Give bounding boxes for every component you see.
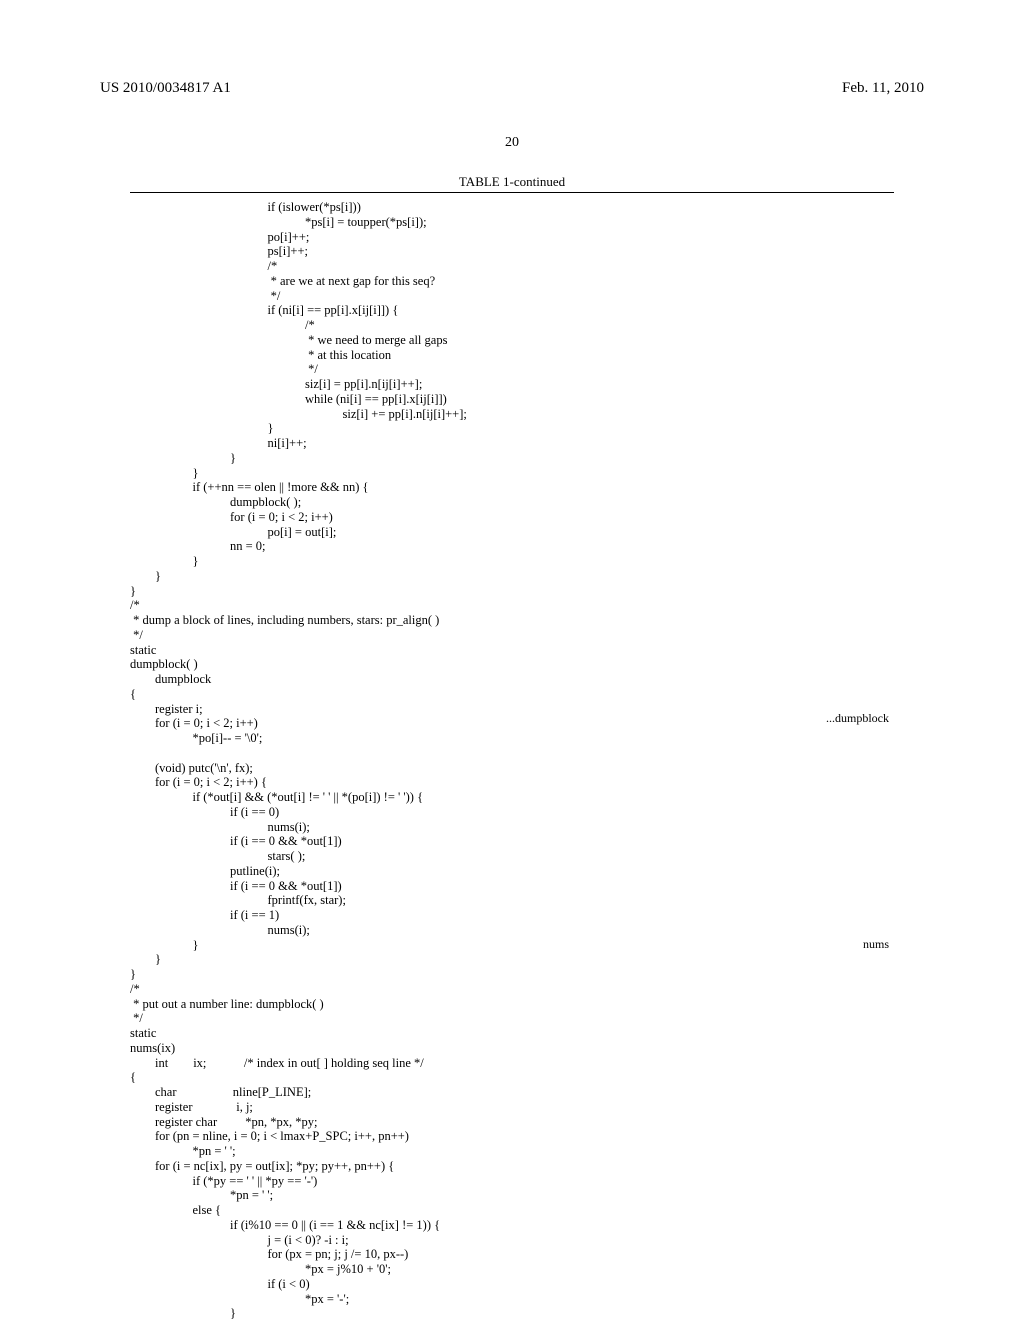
code-listing: if (islower(*ps[i])) *ps[i] = toupper(*p… <box>130 200 894 1321</box>
margin-label-nums: nums <box>863 938 889 951</box>
publication-number: US 2010/0034817 A1 <box>100 80 231 97</box>
margin-label-dumpblock: ...dumpblock <box>826 712 889 725</box>
publication-date: Feb. 11, 2010 <box>842 80 924 97</box>
table-caption: TABLE 1-continued <box>0 175 1024 189</box>
page-number: 20 <box>0 135 1024 150</box>
table-rule <box>130 192 894 193</box>
page-header: US 2010/0034817 A1 Feb. 11, 2010 <box>100 80 924 97</box>
